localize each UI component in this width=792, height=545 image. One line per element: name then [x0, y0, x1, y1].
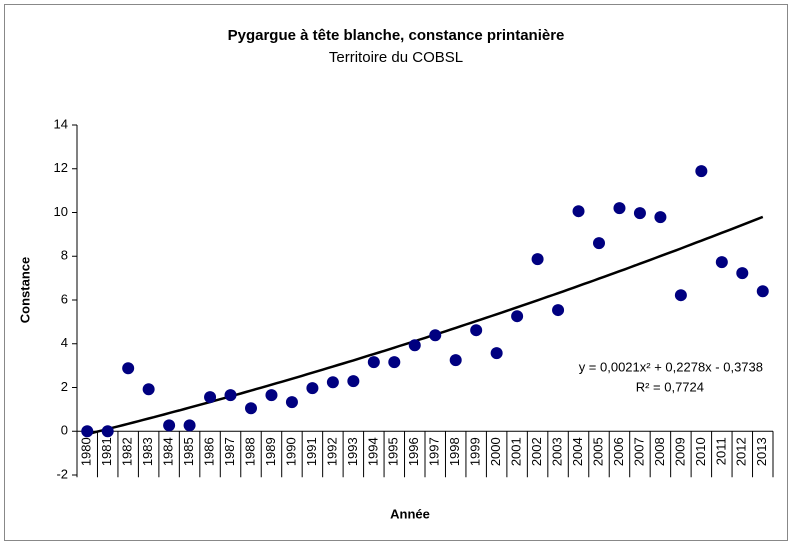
x-tick-label: 1981 — [99, 437, 114, 466]
point — [265, 389, 278, 402]
x-tick-label: 2006 — [611, 437, 626, 466]
point — [347, 375, 360, 388]
point — [736, 267, 749, 280]
x-tick-label: 2007 — [631, 437, 646, 466]
point — [204, 391, 217, 404]
y-tick-label: 2 — [61, 379, 68, 394]
x-tick-label: 2012 — [734, 437, 749, 466]
x-tick-label: 1998 — [447, 437, 462, 466]
point — [122, 362, 135, 375]
x-tick-label: 2000 — [488, 437, 503, 466]
point — [633, 207, 646, 220]
x-tick-label: 2004 — [570, 437, 585, 466]
point — [429, 329, 442, 342]
point — [552, 304, 565, 317]
point — [490, 347, 503, 360]
point — [511, 310, 524, 323]
x-tick-label: 2013 — [754, 437, 769, 466]
x-tick-label: 1997 — [427, 437, 442, 466]
point — [285, 396, 298, 409]
x-tick-label: 1982 — [120, 437, 135, 466]
point — [101, 425, 114, 438]
x-tick-label: 2005 — [590, 437, 605, 466]
point — [470, 324, 483, 337]
y-tick-label: 12 — [54, 160, 68, 175]
point — [183, 419, 196, 432]
x-tick-label: 2003 — [549, 437, 564, 466]
x-tick-label: 2010 — [693, 437, 708, 466]
y-axis-title: Constance — [17, 257, 32, 323]
x-tick-label: 1985 — [181, 437, 196, 466]
x-tick-label: 1995 — [386, 437, 401, 466]
x-tick-label: 2008 — [652, 437, 667, 466]
x-tick-label: 2002 — [529, 437, 544, 466]
x-tick-label: 1991 — [304, 437, 319, 466]
point — [756, 285, 769, 298]
point — [613, 202, 626, 215]
y-tick-label: 10 — [54, 204, 68, 219]
x-tick-label: 1984 — [161, 437, 176, 466]
y-tick-label: 8 — [61, 248, 68, 263]
x-tick-label: 1983 — [140, 437, 155, 466]
trend-line — [86, 215, 764, 436]
r-squared: R² = 0,7724 — [636, 379, 704, 394]
point — [245, 402, 257, 415]
x-tick-label: 1990 — [283, 437, 298, 466]
point — [531, 253, 544, 266]
point — [388, 356, 401, 369]
chart-title: Pygargue à tête blanche, constance print… — [228, 27, 565, 44]
x-tick-label: 1989 — [263, 437, 278, 466]
point — [142, 383, 155, 396]
point — [715, 256, 728, 269]
y-tick-label: 6 — [61, 291, 68, 306]
x-tick-label: 1992 — [324, 437, 339, 466]
chart-subtitle: Territoire du COBSL — [329, 49, 463, 66]
x-tick-label: 2001 — [509, 437, 524, 466]
x-tick-label: 1999 — [468, 437, 483, 466]
point — [654, 211, 667, 224]
y-tick-label: 0 — [61, 423, 68, 438]
point — [593, 237, 605, 250]
point — [224, 389, 237, 402]
x-tick-label: 1980 — [79, 437, 94, 466]
chart-frame — [4, 4, 788, 541]
x-axis-title: Année — [390, 506, 430, 521]
x-tick-label: 2009 — [672, 437, 687, 466]
x-tick-label: 1994 — [365, 437, 380, 466]
y-tick-label: 14 — [54, 116, 68, 131]
x-tick-label: 1993 — [345, 437, 360, 466]
point — [306, 382, 319, 395]
point — [408, 339, 421, 352]
point — [163, 419, 176, 432]
point — [81, 425, 94, 438]
y-tick-label: -2 — [56, 466, 68, 481]
x-tick-label: 1986 — [201, 437, 216, 466]
x-tick-label: 1987 — [222, 437, 237, 466]
point — [695, 165, 708, 178]
x-tick-label: 2011 — [713, 437, 728, 465]
x-tick-label: 1988 — [242, 437, 257, 466]
y-tick-label: 4 — [61, 335, 68, 350]
point — [449, 354, 462, 367]
point — [572, 205, 585, 218]
x-tick-label: 1996 — [406, 437, 421, 466]
point — [367, 356, 380, 369]
point — [674, 289, 687, 302]
trend-equation: y = 0,0021x² + 0,2278x - 0,3738 — [579, 359, 763, 374]
point — [326, 376, 339, 389]
